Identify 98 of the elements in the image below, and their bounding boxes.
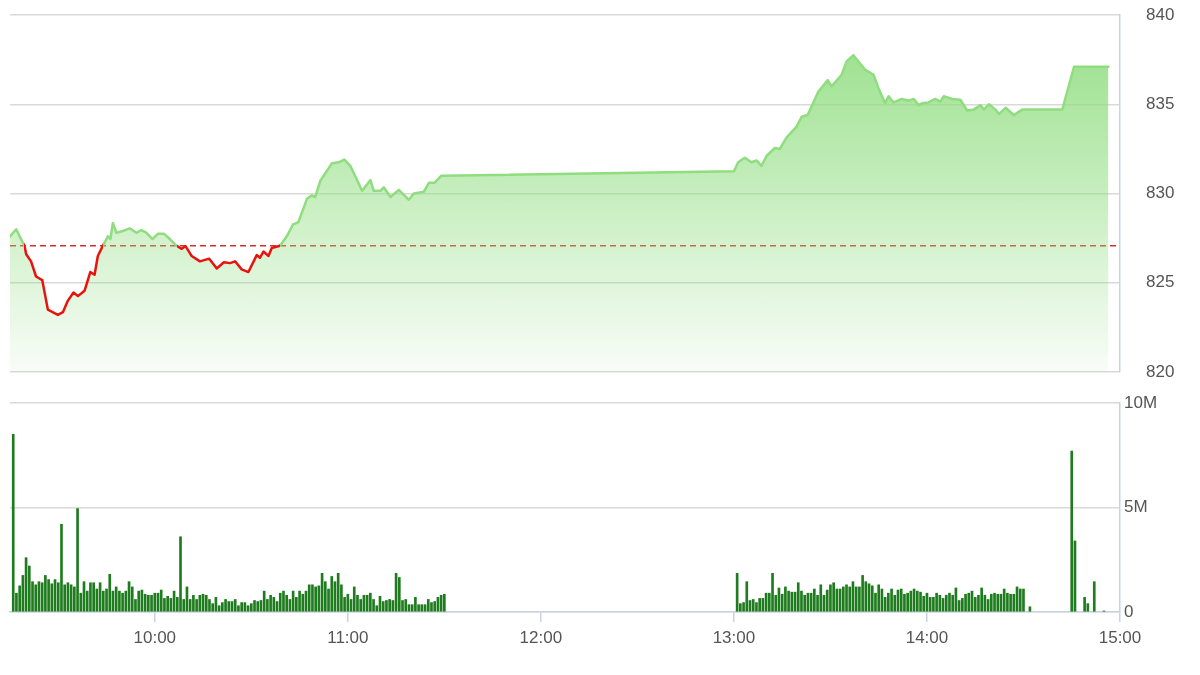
- bar: [179, 536, 182, 612]
- bar: [961, 598, 964, 612]
- y-tick-label: 820: [1146, 361, 1175, 381]
- bar: [89, 582, 92, 612]
- bar: [903, 593, 906, 612]
- bar: [819, 584, 823, 612]
- bar: [47, 579, 50, 612]
- bar: [932, 597, 935, 612]
- bar: [430, 602, 433, 612]
- y-tick-label: 825: [1146, 272, 1175, 292]
- bar: [60, 523, 63, 612]
- bar: [1092, 581, 1096, 612]
- bar: [11, 434, 15, 612]
- x-tick-label: 10:00: [133, 627, 177, 647]
- bar: [861, 575, 864, 612]
- bar: [369, 592, 372, 612]
- bar: [426, 599, 430, 612]
- bar: [192, 594, 195, 612]
- bar: [433, 601, 437, 612]
- x-tick-label: 13:00: [712, 627, 756, 647]
- bar: [359, 599, 363, 612]
- bar: [1002, 588, 1006, 612]
- bar: [825, 589, 829, 612]
- bar: [397, 577, 401, 612]
- bar: [224, 599, 227, 612]
- bar: [787, 590, 790, 612]
- bar: [919, 591, 922, 612]
- bar: [935, 592, 938, 612]
- bar: [964, 593, 967, 612]
- x-tick-label: 12:00: [519, 627, 563, 647]
- bar: [944, 594, 948, 612]
- bar: [253, 600, 256, 612]
- bar: [208, 599, 211, 612]
- bar: [887, 592, 890, 612]
- bar: [388, 599, 391, 612]
- bar: [118, 590, 121, 612]
- bar: [221, 602, 224, 612]
- x-tick-label: 14:00: [905, 627, 949, 647]
- bar: [336, 573, 340, 612]
- bar: [92, 582, 95, 612]
- bar: [385, 600, 388, 612]
- bar: [346, 593, 350, 612]
- y-tick-label: 840: [1146, 4, 1175, 24]
- bar: [414, 597, 417, 612]
- bar: [352, 586, 356, 612]
- bar: [796, 582, 800, 612]
- bar: [813, 588, 816, 612]
- bar: [993, 592, 996, 612]
- bar: [980, 587, 983, 612]
- bar: [1022, 588, 1025, 612]
- bar: [114, 586, 118, 612]
- bar: [262, 590, 266, 612]
- bar: [1083, 597, 1086, 612]
- bar: [44, 575, 47, 612]
- bar: [948, 592, 951, 612]
- bar: [147, 594, 150, 612]
- bar: [166, 596, 169, 612]
- bar: [282, 590, 285, 612]
- bar: [771, 573, 774, 612]
- bar: [285, 594, 289, 612]
- bar: [906, 592, 909, 612]
- bar: [330, 576, 334, 612]
- bar: [404, 599, 408, 612]
- bar: [150, 594, 153, 612]
- y-tick-label: 5M: [1124, 497, 1148, 517]
- bar: [121, 592, 124, 612]
- bar: [443, 593, 446, 612]
- bar: [240, 602, 243, 612]
- y-tick-label: 0: [1124, 601, 1134, 621]
- bar: [829, 584, 832, 612]
- y-tick-label: 830: [1146, 183, 1175, 203]
- y-tick-label: 10M: [1124, 392, 1158, 412]
- bar: [877, 584, 881, 612]
- bar: [76, 508, 79, 612]
- bar: [745, 581, 749, 612]
- bar: [890, 588, 893, 612]
- bar: [1006, 592, 1009, 612]
- bar: [311, 584, 314, 612]
- bar: [989, 593, 993, 612]
- bar: [108, 574, 112, 612]
- bar: [845, 584, 848, 612]
- bar: [298, 590, 301, 612]
- bar: [269, 594, 272, 612]
- bar: [755, 602, 758, 612]
- x-tick-label: 11:00: [327, 627, 369, 647]
- y-tick-label: 835: [1146, 93, 1175, 113]
- bar: [278, 592, 282, 612]
- bar: [314, 586, 317, 612]
- bar: [758, 598, 761, 612]
- bar: [784, 586, 787, 612]
- bar: [1070, 450, 1074, 612]
- bar: [832, 582, 835, 612]
- bar: [195, 599, 198, 612]
- bar: [1009, 593, 1012, 612]
- x-tick-label: 15:00: [1098, 627, 1142, 647]
- bar: [928, 597, 932, 612]
- bar: [922, 596, 926, 612]
- bar: [307, 584, 311, 612]
